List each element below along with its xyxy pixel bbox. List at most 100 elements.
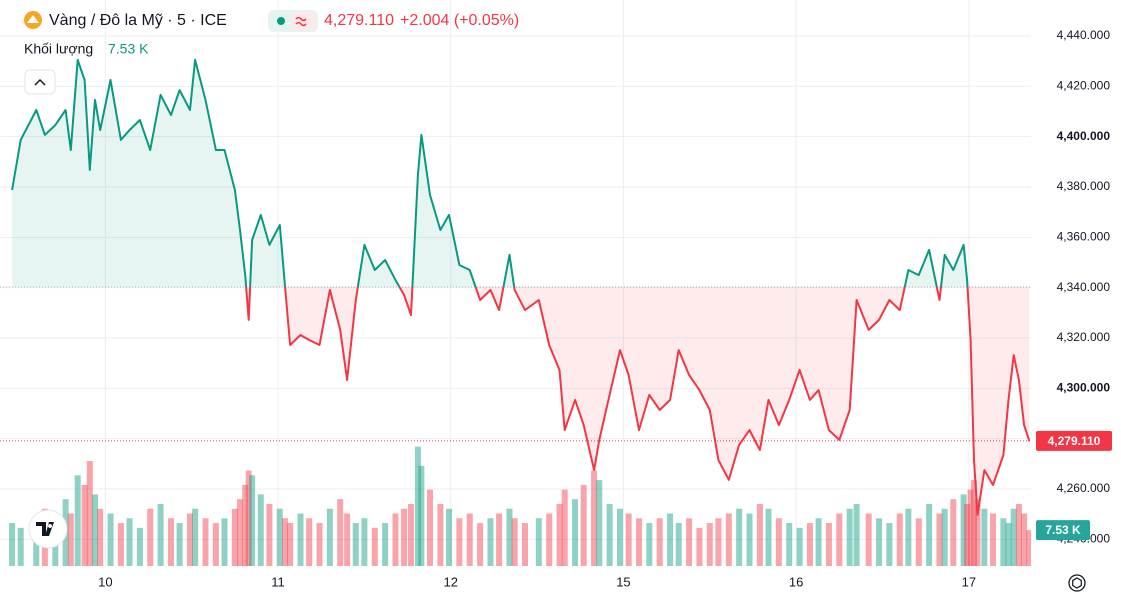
volume-bar (418, 465, 425, 566)
volume-bar (625, 513, 632, 566)
volume-bar (74, 475, 81, 566)
volume-bar (756, 503, 763, 566)
volume-bar (167, 518, 174, 566)
volume-bar (281, 518, 288, 566)
volume-bar (306, 518, 313, 566)
volume-bar (725, 513, 732, 566)
volume-bar (964, 503, 971, 566)
volume-bar (437, 503, 444, 566)
volume-bar (561, 489, 568, 566)
volume-bar (706, 523, 713, 566)
volume-bar (967, 489, 974, 566)
volume-bar (344, 513, 351, 566)
delay-icon (295, 16, 307, 27)
volume-bar (796, 527, 803, 566)
volume-bar (257, 494, 264, 566)
volume-pane (9, 446, 1031, 566)
volume-bar (86, 461, 93, 566)
volume-bar (126, 518, 133, 566)
y-tick-label: 4,360.000 (1057, 229, 1111, 243)
volume-bar (1000, 518, 1007, 566)
volume-bar (535, 518, 542, 566)
volume-bar (186, 513, 193, 566)
volume-bar (17, 527, 24, 566)
volume-bar (786, 523, 793, 566)
volume-bar (371, 527, 378, 566)
y-tick-label: 4,440.000 (1057, 28, 1111, 42)
volume-bar (1021, 513, 1028, 566)
volume-bar (646, 523, 653, 566)
volume-bar (401, 508, 408, 566)
volume-bar (974, 499, 981, 566)
volume-axis-label: 7.53 K (1045, 523, 1081, 537)
volume-bar (212, 523, 219, 566)
logo-glyph (36, 522, 54, 536)
collapse-button[interactable] (24, 69, 56, 95)
volume-bar (765, 508, 772, 566)
volume-bar (616, 508, 623, 566)
y-tick-label: 4,340.000 (1057, 280, 1111, 294)
volume-bar (905, 508, 912, 566)
volume-bar (926, 503, 933, 566)
price-pane (0, 58, 1031, 516)
volume-bar (242, 484, 249, 566)
x-tick-label: 16 (789, 574, 803, 589)
volume-bar (176, 523, 183, 566)
volume-bar (157, 503, 164, 566)
volume-bar (886, 523, 893, 566)
volume-bar (915, 518, 922, 566)
x-tick-label: 11 (271, 574, 285, 589)
volume-bar (382, 523, 389, 566)
y-tick-label: 4,320.000 (1057, 330, 1111, 344)
symbol-title: Vàng / Đô la Mỹ · 5 · ICE (49, 12, 227, 29)
volume-bar (715, 518, 722, 566)
volume-bar (1015, 503, 1022, 566)
volume-bar (675, 523, 682, 566)
settings-button[interactable] (1068, 574, 1086, 592)
volume-bar (466, 513, 473, 566)
volume-bar (249, 475, 256, 566)
volume-bar (192, 508, 199, 566)
volume-bar (546, 513, 553, 566)
volume-bar (136, 527, 143, 566)
volume-bar (960, 494, 967, 566)
volume-bar (853, 503, 860, 566)
volume-bar (941, 508, 948, 566)
volume-bar (686, 518, 693, 566)
volume-bar (572, 499, 579, 566)
volume-bar (746, 513, 753, 566)
volume-bar (971, 480, 978, 566)
volume-bar (950, 499, 957, 566)
volume-title: Khối lượng (24, 41, 93, 57)
volume-bar (981, 508, 988, 566)
volume-bar (9, 523, 16, 566)
last-price-label: 4,279.110 (1048, 434, 1101, 448)
x-tick-label: 10 (98, 574, 112, 589)
x-tick-label: 17 (962, 574, 976, 589)
x-tick-label: 15 (616, 574, 630, 589)
volume-bar (456, 518, 463, 566)
volume-bar (896, 513, 903, 566)
header-price: 4,279.110 (324, 12, 394, 29)
volume-box (1036, 520, 1090, 541)
volume-bar (266, 503, 273, 566)
volume-bar (221, 518, 228, 566)
volume-bar (427, 489, 434, 566)
volume-bar (1026, 530, 1031, 566)
volume-bar (352, 523, 359, 566)
volume-bar (876, 518, 883, 566)
x-tick-label: 12 (444, 574, 458, 589)
last-price-box (1036, 430, 1112, 451)
volume-bar (506, 508, 513, 566)
volume-bar (775, 518, 782, 566)
volume-bar (591, 470, 598, 566)
y-tick-label: 4,400.000 (1057, 129, 1111, 143)
volume-bar (736, 508, 743, 566)
header-change: +2.004 (+0.05%) (400, 12, 519, 29)
volume-bar (408, 503, 415, 566)
volume-bar (414, 446, 421, 566)
volume-bar (477, 523, 484, 566)
volume-bar (117, 523, 124, 566)
price-area (12, 59, 1030, 515)
